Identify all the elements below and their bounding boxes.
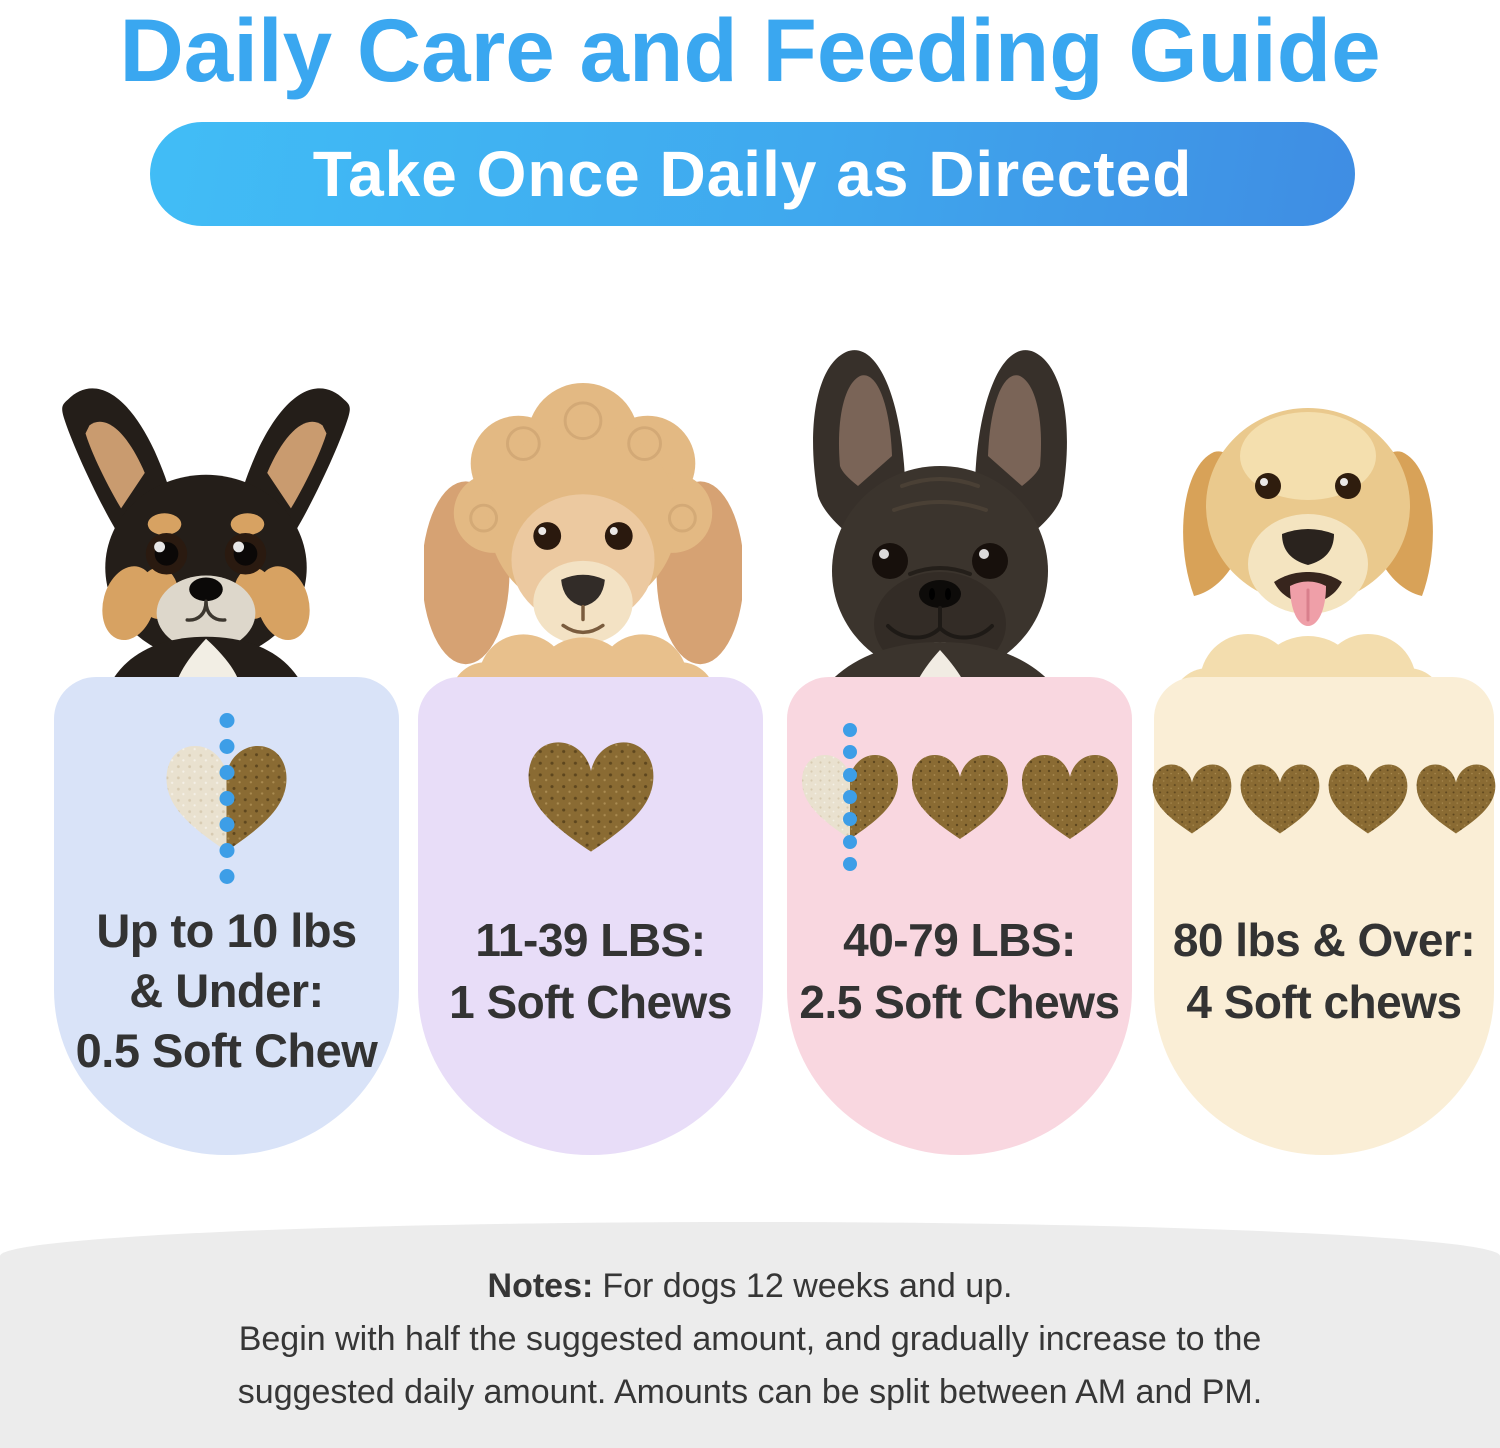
card-dosage-text: Up to 10 lbs & Under: 0.5 Soft Chew	[54, 901, 399, 1081]
dose-line: 2.5 Soft Chews	[799, 976, 1120, 1028]
soft-chew-heart-icon	[528, 742, 653, 852]
soft-chew	[1020, 751, 1120, 843]
chihuahua-photo	[48, 372, 364, 702]
feeding-card-up-to-10lbs: Up to 10 lbs & Under: 0.5 Soft Chew	[54, 677, 399, 1155]
chihuahua-illustration	[62, 388, 350, 700]
chew-row	[418, 737, 763, 857]
soft-chew	[526, 737, 656, 857]
page-title: Daily Care and Feeding Guide	[119, 0, 1381, 100]
soft-chew-heart-icon	[1152, 764, 1232, 834]
dose-line: 4 Soft chews	[1186, 976, 1462, 1028]
card-dosage-text: 80 lbs & Over: 4 Soft chews	[1154, 909, 1494, 1033]
card-dosage-text: 11-39 LBS: 1 Soft Chews	[418, 909, 763, 1033]
soft-chew-heart-icon	[1021, 755, 1118, 839]
golden-retriever-illustration	[1172, 408, 1444, 709]
soft-chew	[1415, 761, 1497, 837]
weight-range-line: & Under:	[129, 964, 324, 1017]
notes-line-3: suggested daily amount. Amounts can be s…	[237, 1373, 1263, 1411]
chew-row	[1151, 761, 1497, 837]
poodle-photo	[424, 368, 742, 703]
dose-line: 0.5 Soft Chew	[75, 1024, 378, 1077]
french-bulldog-photo	[782, 336, 1098, 706]
weight-range-line: 11-39 LBS:	[475, 914, 706, 966]
soft-chew	[910, 751, 1010, 843]
dosage-banner: Take Once Daily as Directed	[150, 122, 1355, 226]
feeding-card-11-39lbs: 11-39 LBS: 1 Soft Chews	[418, 677, 763, 1155]
notes-line-1: Notes: For dogs 12 weeks and up.	[0, 1260, 1500, 1313]
weight-range-line: Up to 10 lbs	[96, 904, 357, 957]
weight-range-line: 80 lbs & Over:	[1172, 914, 1476, 966]
feeding-card-80lbs-over: 80 lbs & Over: 4 Soft chews	[1151, 677, 1497, 1155]
notes-line-2: Begin with half the suggested amount, an…	[238, 1320, 1262, 1358]
soft-chew-heart-icon	[1240, 764, 1320, 834]
soft-chew-heart-icon	[1328, 764, 1408, 834]
soft-chew-heart-icon	[911, 755, 1008, 839]
half-dose-divider-dots	[842, 723, 857, 871]
soft-chew	[1151, 761, 1233, 837]
weight-range-line: 40-79 LBS:	[843, 914, 1076, 966]
card-dosage-text: 40-79 LBS: 2.5 Soft Chews	[787, 909, 1132, 1033]
poodle-illustration	[424, 382, 742, 703]
notes-label: Notes:	[487, 1267, 594, 1305]
half-soft-chew	[800, 723, 900, 871]
feeding-card-40-79lbs: 40-79 LBS: 2.5 Soft Chews	[787, 677, 1132, 1155]
half-dose-divider-dots	[219, 713, 234, 884]
dose-line: 1 Soft Chews	[449, 976, 732, 1028]
half-soft-chew	[164, 713, 289, 884]
notes-section: Notes: For dogs 12 weeks and up. Begin wi…	[0, 1222, 1500, 1448]
soft-chew	[1239, 761, 1321, 837]
golden-retriever-photo	[1140, 334, 1476, 709]
chew-row	[787, 723, 1132, 871]
french-bulldog-illustration	[812, 350, 1068, 706]
chew-row	[54, 713, 399, 884]
notes-line-1-text: For dogs 12 weeks and up.	[602, 1267, 1013, 1305]
soft-chew-heart-icon	[1416, 764, 1496, 834]
soft-chew	[1327, 761, 1409, 837]
